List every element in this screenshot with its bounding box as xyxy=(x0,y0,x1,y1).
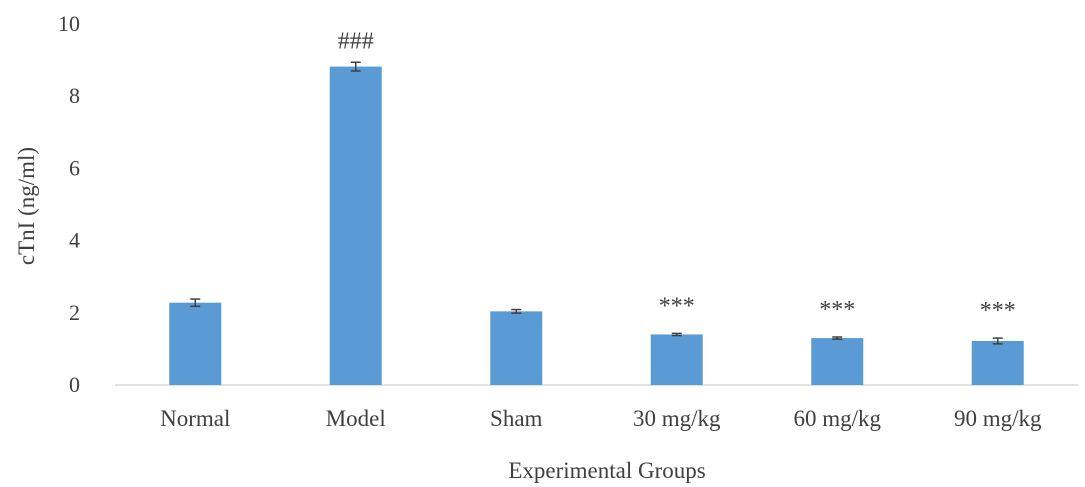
error-bar xyxy=(992,337,1003,345)
bar xyxy=(811,338,864,385)
error-bar xyxy=(511,308,522,314)
bars xyxy=(169,66,1024,386)
error-bar xyxy=(671,332,682,337)
x-category-label: 90 mg/kg xyxy=(954,406,1042,431)
y-tick-label: 10 xyxy=(58,11,80,36)
x-category-label: 30 mg/kg xyxy=(633,406,721,431)
error-bar xyxy=(190,298,201,308)
y-axis-title: cTnI (ng/ml) xyxy=(14,147,39,265)
y-tick-label: 6 xyxy=(69,155,80,180)
error-bar xyxy=(832,336,843,340)
error-bar xyxy=(350,61,361,72)
bar xyxy=(490,311,543,385)
y-tick-label: 2 xyxy=(69,300,80,325)
bar xyxy=(169,302,222,385)
significance-label: *** xyxy=(659,293,695,319)
error-bars xyxy=(190,61,1003,345)
bar xyxy=(650,334,703,385)
x-category-label: 60 mg/kg xyxy=(793,406,881,431)
significance-label: *** xyxy=(980,298,1016,324)
x-axis-title: Experimental Groups xyxy=(508,458,705,483)
bar xyxy=(971,340,1024,385)
significance-label: *** xyxy=(819,297,855,323)
x-category-label: Model xyxy=(326,406,386,431)
y-tick-label: 0 xyxy=(69,372,80,397)
significance-label: ### xyxy=(338,28,374,54)
x-axis-category-labels: Normal Model Sham 30 mg/kg 60 mg/kg 90 mg/kg xyxy=(160,406,1042,431)
y-axis-ticks: 0 2 4 6 8 10 xyxy=(58,11,80,397)
significance-annotations: ### *** *** *** xyxy=(338,28,1016,324)
y-tick-label: 4 xyxy=(69,228,80,253)
y-tick-label: 8 xyxy=(69,83,80,108)
x-category-label: Normal xyxy=(160,406,230,431)
bar xyxy=(329,66,382,386)
x-category-label: Sham xyxy=(490,406,543,431)
